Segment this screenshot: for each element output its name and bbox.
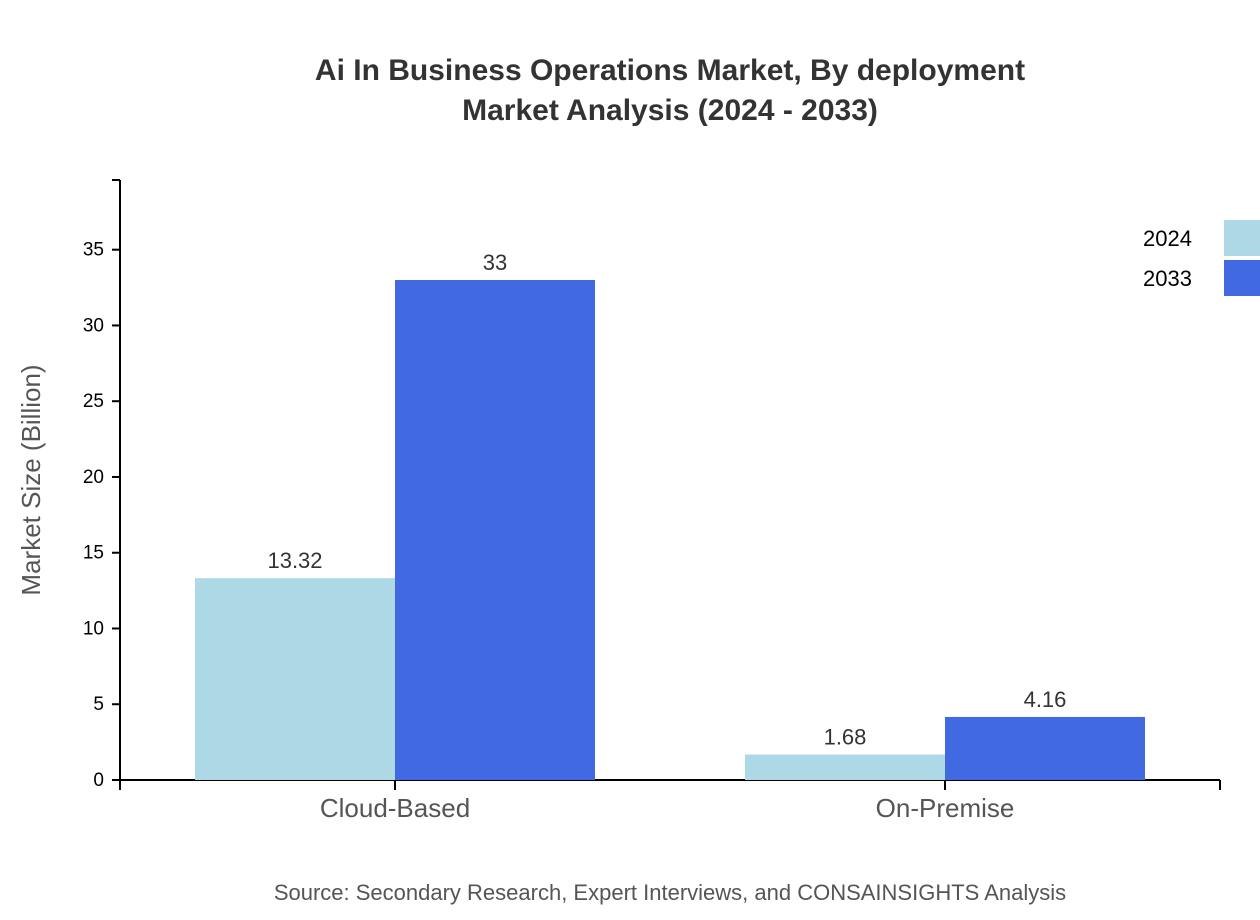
chart-title-line-1: Ai In Business Operations Market, By dep… — [315, 54, 1025, 87]
y-tick-label: 10 — [83, 618, 104, 639]
legend-label: 2024 — [1143, 226, 1192, 251]
data-label: 4.16 — [1024, 687, 1067, 712]
bars: 13.32 33 1.68 4.16 — [195, 250, 1145, 780]
y-tick-label: 0 — [93, 770, 104, 791]
legend-label: 2033 — [1143, 266, 1192, 291]
source-note: Source: Secondary Research, Expert Inter… — [274, 880, 1066, 905]
bar-2033-cloud-based — [395, 280, 595, 780]
data-label: 13.32 — [267, 548, 322, 573]
legend-swatch-2024 — [1224, 220, 1260, 256]
y-tick-label: 20 — [83, 467, 104, 488]
bar-2024-on-premise — [745, 754, 945, 780]
bar-2024-cloud-based — [195, 578, 395, 780]
y-tick-label: 30 — [83, 315, 104, 336]
y-tick-label: 25 — [83, 391, 104, 412]
x-tick-label: Cloud-Based — [320, 793, 470, 823]
legend: 2024 2033 — [1143, 220, 1260, 296]
data-label: 33 — [483, 250, 507, 275]
y-tick-label: 15 — [83, 543, 104, 564]
data-label: 1.68 — [824, 725, 867, 750]
y-tick-label: 5 — [93, 694, 104, 715]
y-tick-label: 35 — [83, 240, 104, 261]
y-axis-label: Market Size (Billion) — [16, 364, 46, 595]
bar-2033-on-premise — [945, 716, 1145, 780]
x-tick-label: On-Premise — [876, 793, 1015, 823]
chart-title-line-2: Market Analysis (2024 - 2033) — [462, 94, 878, 127]
legend-swatch-2033 — [1224, 260, 1260, 296]
